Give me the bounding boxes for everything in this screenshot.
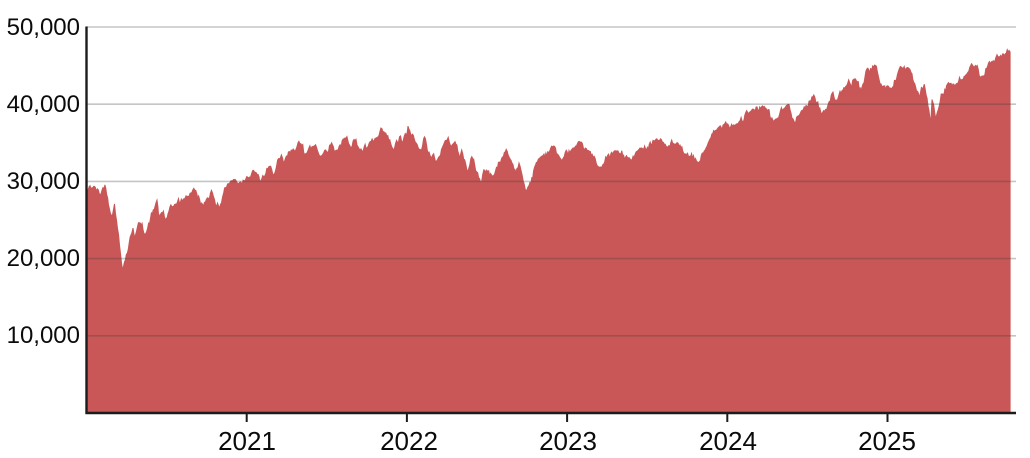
x-axis-tick-label-2023: 2023	[539, 426, 597, 456]
x-axis-tick-label-2021: 2021	[218, 426, 276, 456]
y-axis-tick-label-10000: 10,000	[6, 322, 80, 349]
y-axis-tick-label-30000: 30,000	[6, 168, 80, 195]
x-axis-tick-label-2022: 2022	[380, 426, 438, 456]
y-axis-tick-label-40000: 40,000	[6, 91, 80, 118]
y-axis-tick-label-20000: 20,000	[6, 245, 80, 272]
x-axis-tick-label-2025: 2025	[858, 426, 916, 456]
x-axis-tick-label-2024: 2024	[699, 426, 757, 456]
y-axis-tick-label-50000: 50,000	[6, 14, 80, 41]
axis-lines	[85, 26, 1016, 415]
area-series	[86, 48, 1011, 414]
